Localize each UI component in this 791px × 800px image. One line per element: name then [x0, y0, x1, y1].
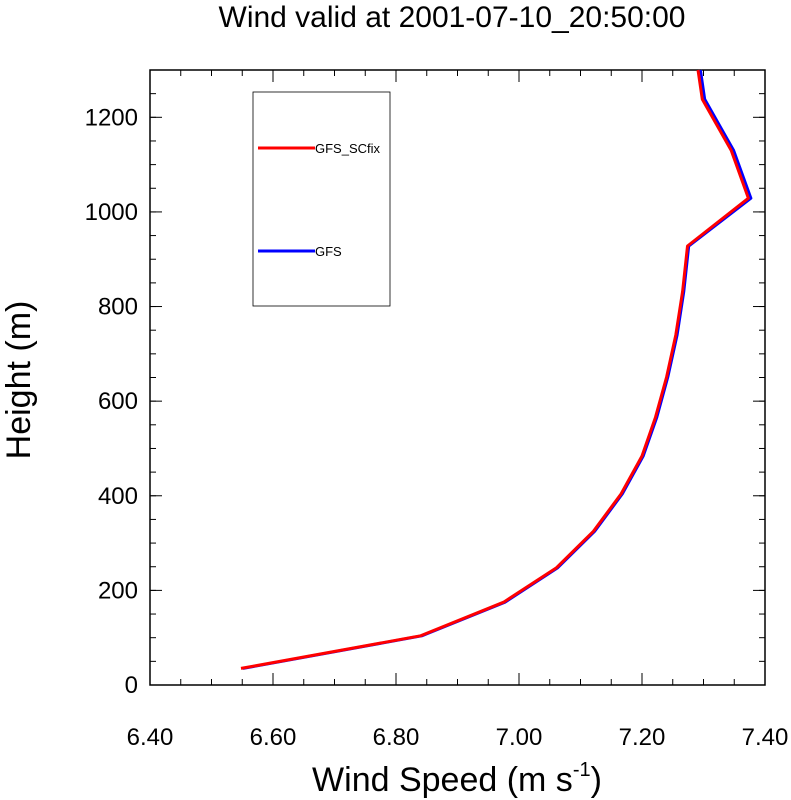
- x-axis-ticks: 6.40 6.60 6.80 7.00 7.20 7.40: [127, 70, 789, 751]
- chart-title: Wind valid at 2001-07-10_20:50:00: [219, 1, 686, 34]
- y-tick-label: 400: [98, 483, 138, 510]
- y-tick-label: 800: [98, 294, 138, 321]
- legend-box: [252, 91, 391, 307]
- x-tick-label: 6.80: [373, 724, 420, 751]
- y-tick-label: 0: [125, 672, 138, 699]
- y-axis-ticks: 0 200 400 600 800 1000 1200: [85, 69, 765, 699]
- series-lines: [240, 69, 753, 670]
- x-tick-label: 6.60: [250, 724, 297, 751]
- y-tick-label: 1000: [85, 199, 138, 226]
- y-axis-label: Height (m): [0, 301, 38, 460]
- x-tick-label: 7.40: [742, 724, 789, 751]
- legend-label-gfs-scfix: GFS_SCfix: [315, 141, 381, 156]
- y-tick-label: 600: [98, 388, 138, 415]
- legend-label-gfs: GFS: [315, 244, 342, 259]
- y-tick-label: 200: [98, 577, 138, 604]
- legend: GFS_SCfix GFS: [252, 91, 391, 307]
- x-axis-label: Wind Speed (m s-1): [312, 759, 602, 799]
- x-tick-label: 7.20: [619, 724, 666, 751]
- series-line-gfs-scfix: [240, 69, 750, 670]
- plot-frame: [149, 69, 766, 686]
- x-axis-label-exponent: -1: [573, 759, 591, 781]
- y-tick-label: 1200: [85, 104, 138, 131]
- x-tick-label: 7.00: [496, 724, 543, 751]
- x-tick-label: 6.40: [127, 724, 174, 751]
